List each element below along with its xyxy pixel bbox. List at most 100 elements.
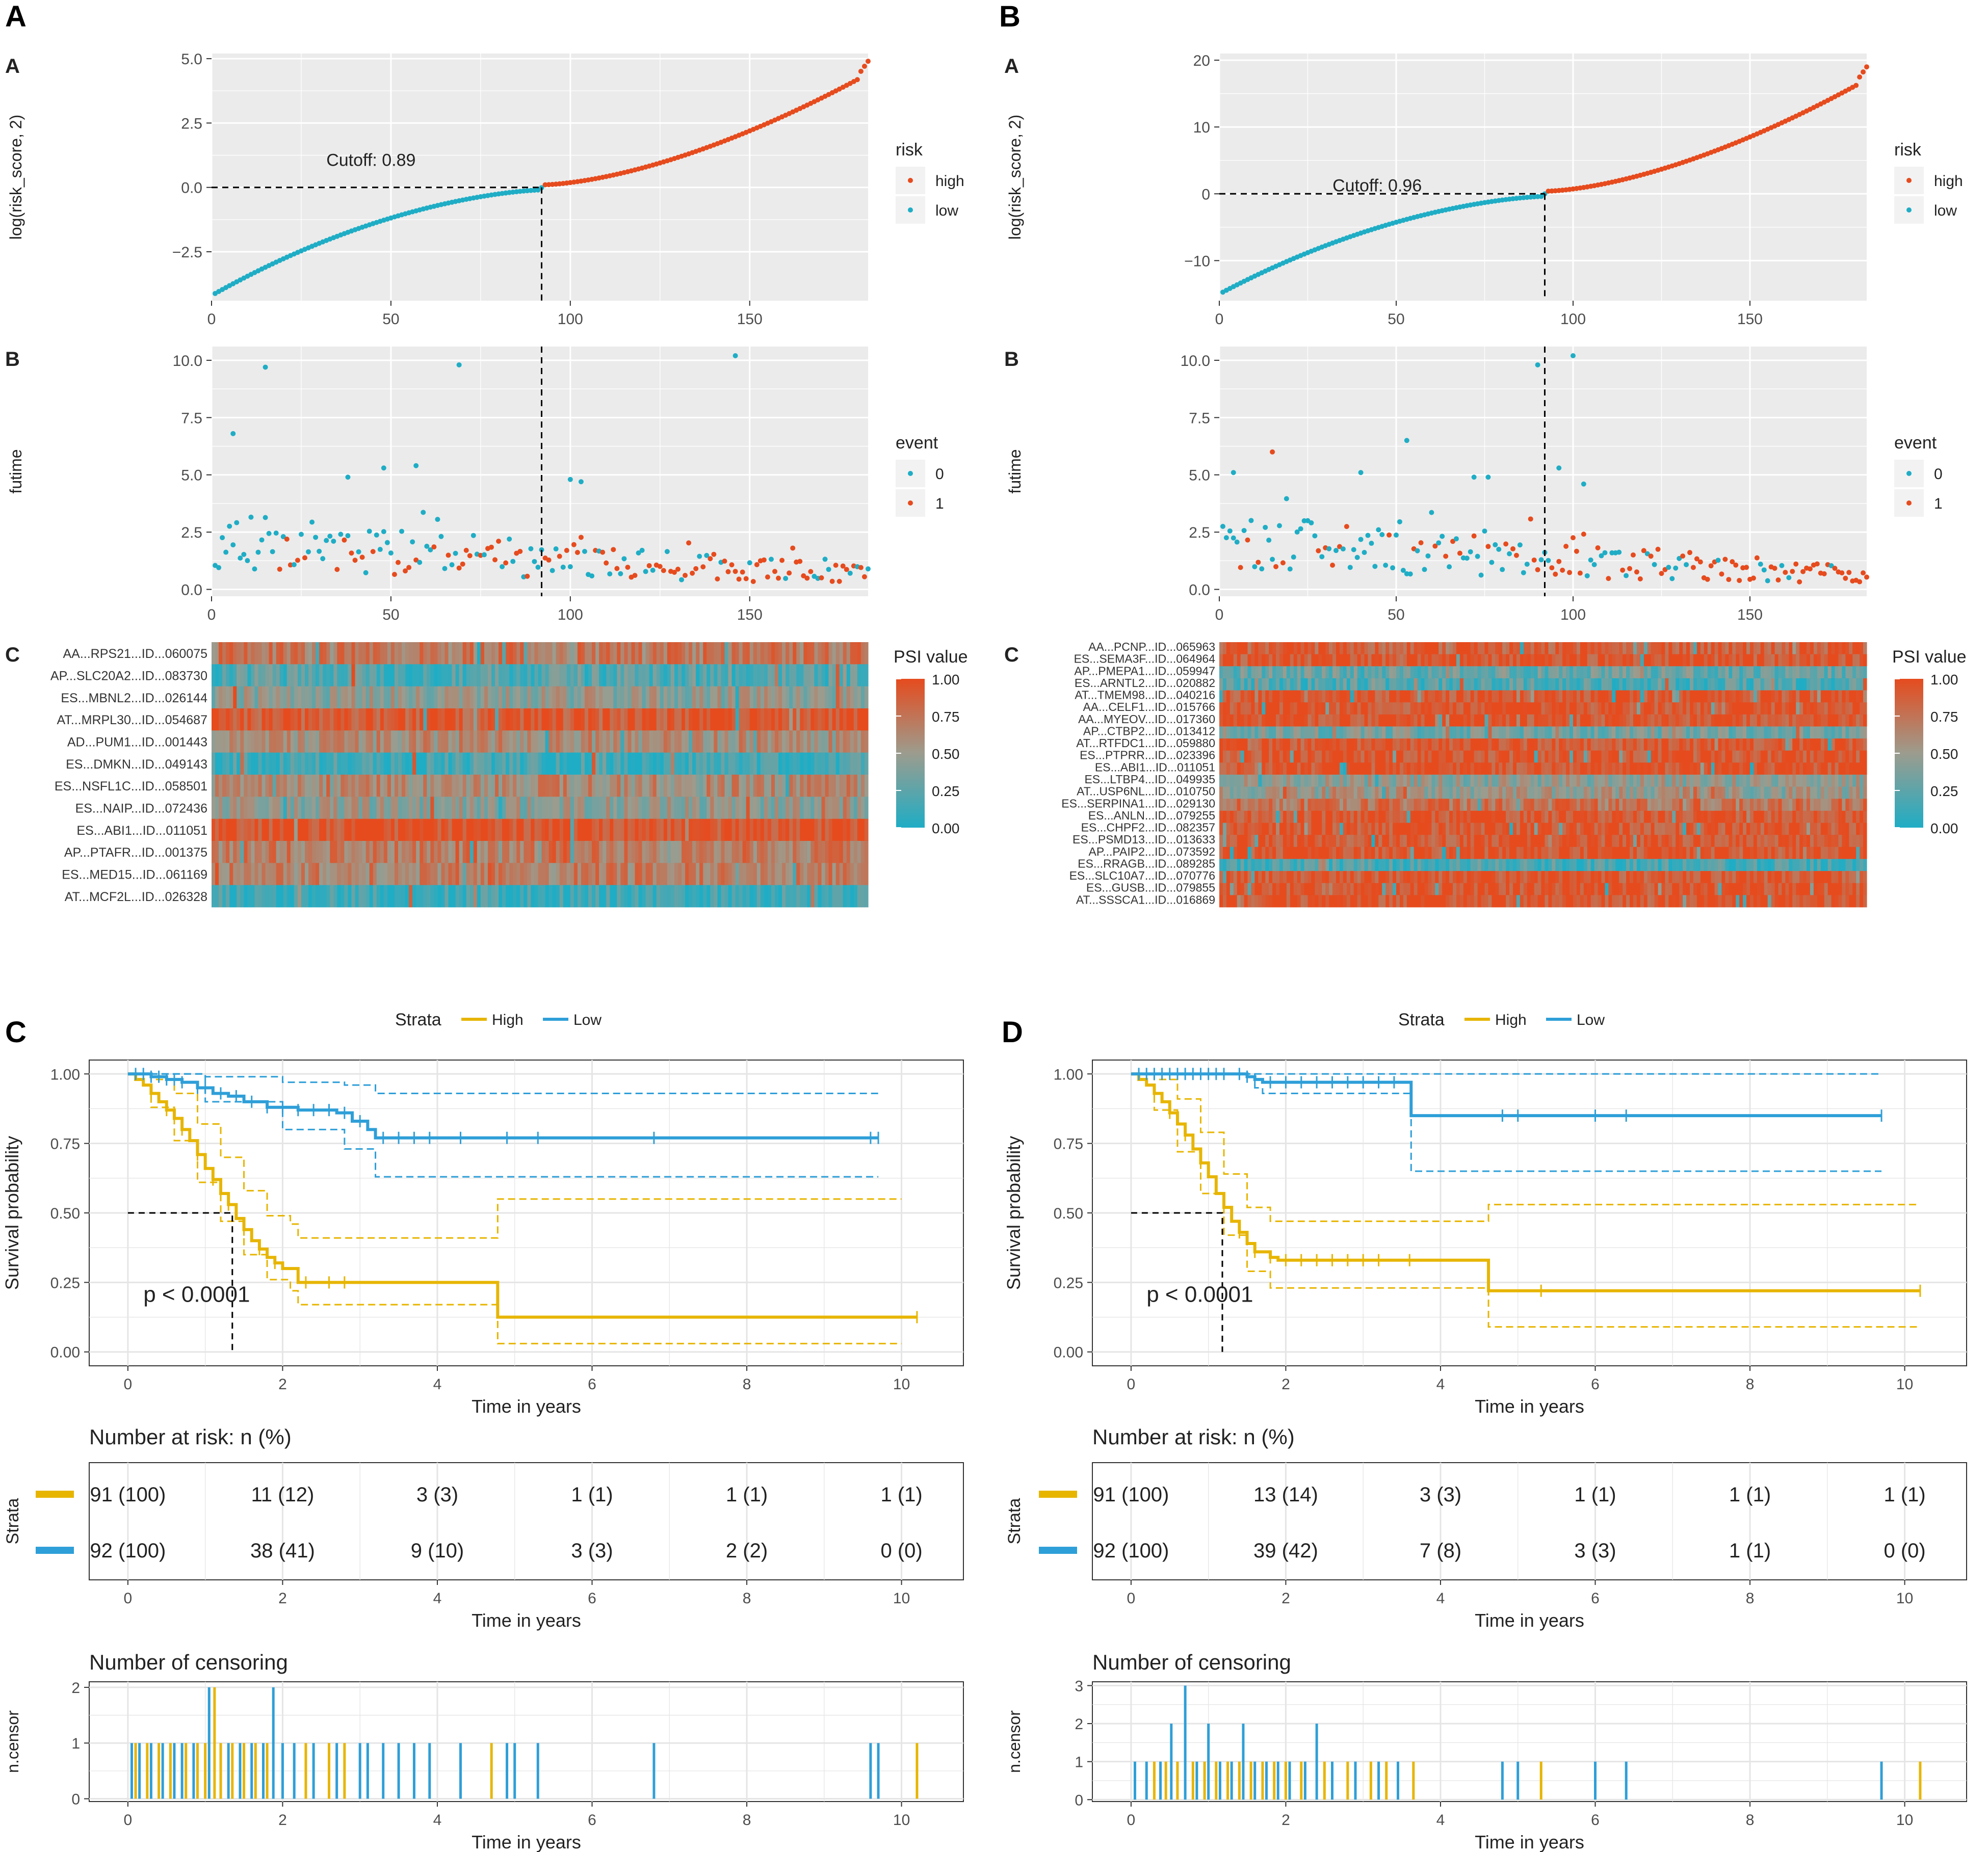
A-heatmap-cell-1-65 [444,664,449,687]
B-heatmap-cell-9-129 [1676,750,1680,763]
B-heatmap-cell-6-121 [1647,714,1652,727]
B-heatmap-cell-2-76 [1488,666,1492,679]
A-heatmap-cell-3-43 [365,708,370,731]
A-heatmap-cell-8-179 [853,818,858,841]
B-heatmap-cell-0-145 [1732,642,1736,655]
B-heatmap-cell-4-147 [1739,690,1743,703]
B-heatmap-cell-3-120 [1643,678,1648,691]
A-heatmap-cell-10-8 [240,863,244,886]
B-heatmap-cell-2-33 [1336,666,1340,679]
A-heatmap-cell-6-85 [516,775,520,797]
B-heatmap-cell-8-20 [1290,738,1294,751]
B-heatmap-cell-7-38 [1353,726,1358,739]
B-heatmap-cell-5-148 [1743,702,1747,715]
A-heatmap-cell-3-60 [427,708,431,731]
B-heatmap-cell-1-72 [1474,654,1478,667]
B-heatmap-cell-6-178 [1849,714,1853,727]
A-heatmap-cell-9-156 [771,841,775,863]
A-heatmap-cell-11-108 [599,885,603,908]
A-heatmap-cell-4-136 [699,730,703,753]
A-heatmap-cell-11-33 [330,885,334,908]
A-heatmap-cell-11-75 [480,885,485,908]
A-heatmap-cell-7-75 [480,797,485,819]
B-heatmap-cell-7-111 [1612,726,1616,739]
B-heatmap-cell-7-63 [1442,726,1446,739]
A-heatmap-cell-7-96 [556,797,560,819]
B-heatmap-cell-0-71 [1470,642,1475,655]
A-heatmap-cell-9-81 [502,841,506,863]
B-heatmap-cell-8-145 [1732,738,1736,751]
B-risk-point-183 [1864,64,1869,70]
B-heatmap-row-label-5: AA...CELF1...ID...015766 [1083,700,1215,713]
B-heatmap-cell-8-63 [1442,738,1446,751]
A-heatmap-cell-6-152 [756,775,761,797]
B-heatmap-cell-5-34 [1339,702,1344,715]
B-heatmap-cell-5-101 [1576,702,1581,715]
A-heatmap-cell-5-98 [563,752,567,775]
B-risk-legend-dot-1 [1906,207,1912,213]
A-heatmap-cell-4-113 [617,730,621,753]
B-heatmap-cell-8-15 [1272,738,1276,751]
A-heatmap-cell-10-109 [603,863,607,886]
A-heatmap-cell-11-62 [434,885,438,908]
B-heatmap-cell-6-114 [1623,714,1627,727]
A-heatmap-cell-2-32 [326,686,330,709]
B-heatmap-cell-4-9 [1251,690,1255,703]
A-heatmap-cell-4-144 [728,730,733,753]
A-heatmap-cell-11-35 [337,885,341,908]
A-heatmap-cell-1-28 [312,664,316,687]
A-futime-point-17 [270,549,275,554]
B-heatmap-cell-9-36 [1346,750,1351,763]
B-heatmap-cell-0-81 [1506,642,1510,655]
B-heatmap-cell-9-83 [1513,750,1517,763]
B-heatmap-cell-7-27 [1315,726,1319,739]
B-heatmap-cell-0-118 [1636,642,1641,655]
A-heatmap-cell-1-84 [513,664,517,687]
A-heatmap-cell-9-44 [369,841,374,863]
A-heatmap-cell-10-146 [735,863,740,886]
A-heatmap-cell-10-167 [810,863,815,886]
A-heatmap-cell-9-166 [807,841,811,863]
B-heatmap-cell-0-24 [1304,642,1309,655]
A-heatmap-cell-4-118 [635,730,639,753]
B-heatmap-cell-2-180 [1856,666,1860,679]
B-heatmap-cell-1-55 [1414,654,1418,667]
A-heatmap-cell-1-182 [864,664,869,687]
B-heatmap-cell-9-114 [1623,750,1627,763]
A-heatmap-cell-3-11 [251,708,255,731]
B-heatmap-cell-9-178 [1849,750,1853,763]
A-heatmap-cell-11-140 [714,885,718,908]
B-heatmap-cell-9-103 [1583,750,1588,763]
A-heatmap-cell-0-165 [803,642,807,665]
A-heatmap-cell-4-114 [620,730,624,753]
A-heatmap-cell-5-97 [559,752,564,775]
B-heatmap-cell-0-29 [1322,642,1326,655]
A-heatmap-cell-0-60 [427,642,431,665]
B-heatmap-cell-3-169 [1817,678,1821,691]
B-heatmap-cell-0-57 [1421,642,1425,655]
A-heatmap-cell-0-138 [707,642,711,665]
B-heatmap-cell-2-118 [1636,666,1641,679]
A-heatmap-cell-8-109 [603,818,607,841]
A-heatmap-cell-8-79 [495,818,499,841]
A-heatmap-cell-0-108 [599,642,603,665]
A-heatmap-cell-3-166 [807,708,811,731]
B-heatmap-cell-2-169 [1817,666,1821,679]
B-heatmap-cell-5-2 [1226,702,1231,715]
B-heatmap-cell-1-63 [1442,654,1446,667]
B-futime-point-155 [1765,578,1770,584]
B-heatmap-cell-3-45 [1378,678,1382,691]
B-heatmap-cell-6-51 [1399,714,1404,727]
A-heatmap-cell-4-53 [402,730,406,753]
A-heatmap-cell-3-163 [796,708,800,731]
A-heatmap-cell-1-40 [355,664,359,687]
A-heatmap-cell-6-33 [330,775,334,797]
B-heatmap-cell-6-108 [1601,714,1606,727]
B-heatmap-cell-7-158 [1778,726,1783,739]
B-heatmap-cell-7-143 [1725,726,1729,739]
B-heatmap-cell-8-65 [1449,738,1453,751]
A-heatmap-cell-2-40 [355,686,359,709]
A-heatmap-cell-0-8 [240,642,244,665]
A-heatmap-cell-6-35 [337,775,341,797]
A-heatmap-cell-11-50 [390,885,395,908]
